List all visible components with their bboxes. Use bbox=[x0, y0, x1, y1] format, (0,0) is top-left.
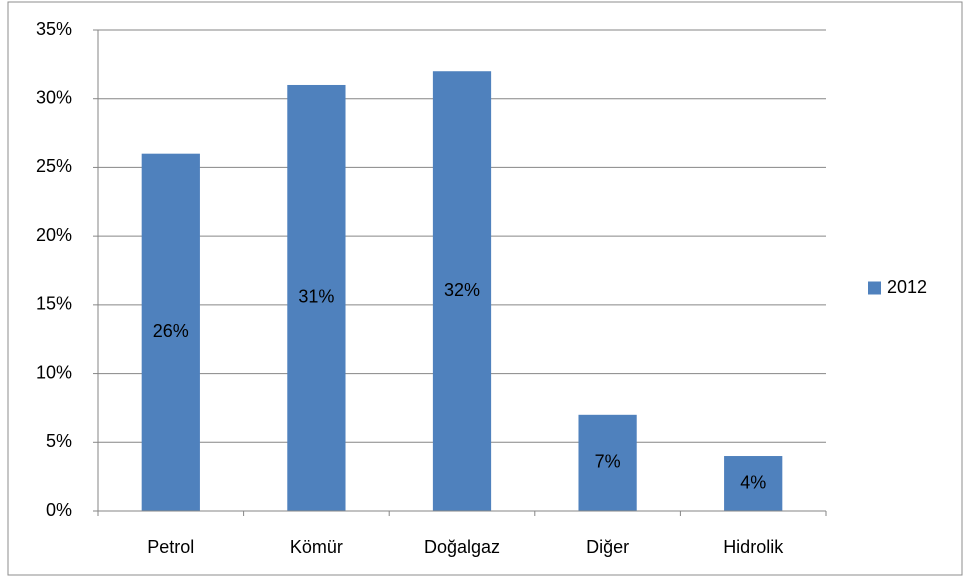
x-tick-label: Diğer bbox=[586, 537, 629, 557]
bar bbox=[287, 84, 346, 511]
legend-label: 2012 bbox=[887, 277, 927, 297]
bar bbox=[724, 456, 783, 511]
bar bbox=[432, 71, 492, 511]
legend-swatch bbox=[868, 281, 881, 295]
x-tick-label: Kömür bbox=[290, 537, 343, 557]
x-tick-label: Hidrolik bbox=[723, 537, 784, 557]
data-label: 7% bbox=[595, 452, 621, 472]
x-tick-label: Doğalgaz bbox=[424, 537, 500, 557]
y-tick-label: 5% bbox=[46, 431, 72, 451]
y-tick-label: 30% bbox=[36, 87, 72, 107]
x-tick-label: Petrol bbox=[147, 537, 194, 557]
y-tick-label: 10% bbox=[36, 362, 72, 382]
y-tick-label: 15% bbox=[36, 294, 72, 314]
data-label: 26% bbox=[153, 321, 189, 341]
y-tick-label: 35% bbox=[36, 19, 72, 39]
y-tick-label: 25% bbox=[36, 156, 72, 176]
bar bbox=[578, 414, 637, 511]
data-label: 31% bbox=[298, 287, 334, 307]
data-label: 4% bbox=[740, 472, 766, 492]
y-tick-label: 20% bbox=[36, 225, 72, 245]
y-tick-label: 0% bbox=[46, 500, 72, 520]
data-label: 32% bbox=[444, 280, 480, 300]
bar bbox=[141, 153, 200, 511]
